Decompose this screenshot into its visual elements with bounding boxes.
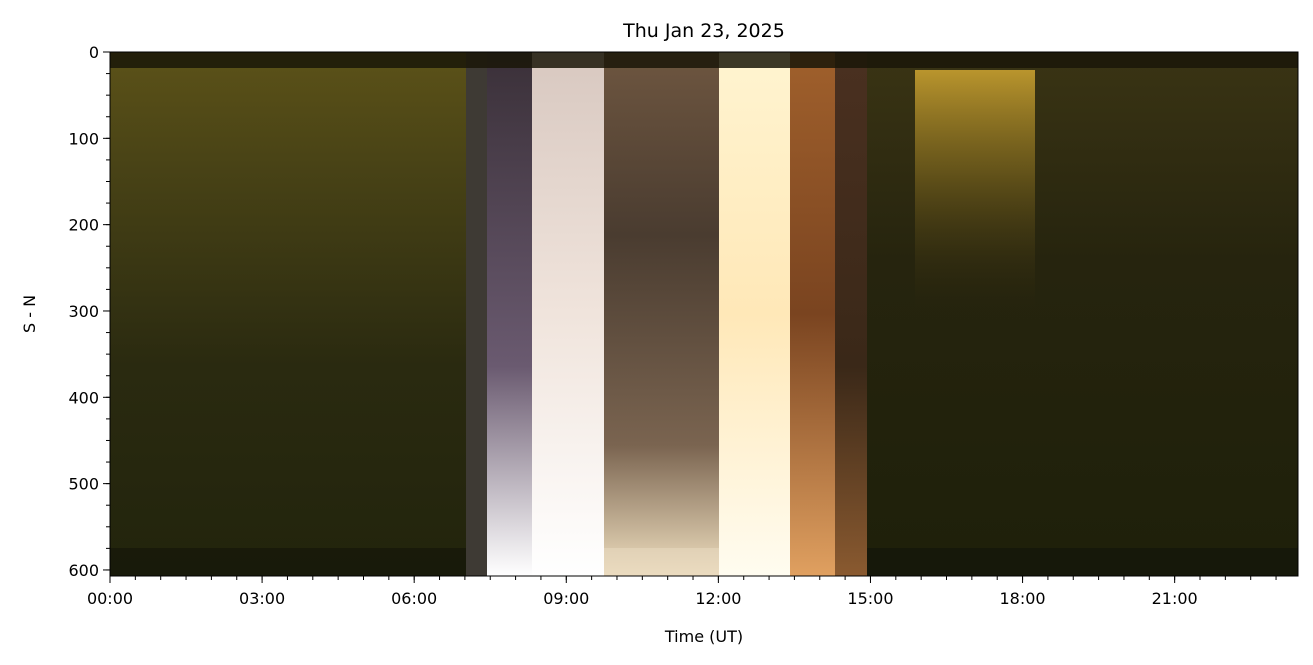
x-tick-label: 21:00 <box>1152 589 1198 608</box>
plot-frame <box>109 51 1299 577</box>
y-tick-label: 300 <box>68 302 99 321</box>
y-tick-label: 100 <box>68 129 99 148</box>
x-tick-label: 18:00 <box>1000 589 1046 608</box>
x-axis-label: Time (UT) <box>664 627 743 646</box>
y-tick-label: 0 <box>89 43 99 62</box>
y-tick-label: 500 <box>68 475 99 494</box>
x-tick-label: 03:00 <box>239 589 285 608</box>
x-tick-label: 00:00 <box>87 589 133 608</box>
y-axis-label: S - N <box>20 295 39 333</box>
x-tick-label: 15:00 <box>847 589 893 608</box>
y-tick-label: 400 <box>68 388 99 407</box>
y-tick-label: 200 <box>68 216 99 235</box>
keogram-image <box>110 52 1298 576</box>
x-tick-label: 06:00 <box>391 589 437 608</box>
x-tick-label: 09:00 <box>543 589 589 608</box>
x-tick-label: 12:00 <box>695 589 741 608</box>
chart-title: Thu Jan 23, 2025 <box>622 20 785 42</box>
y-tick-label: 600 <box>68 561 99 580</box>
